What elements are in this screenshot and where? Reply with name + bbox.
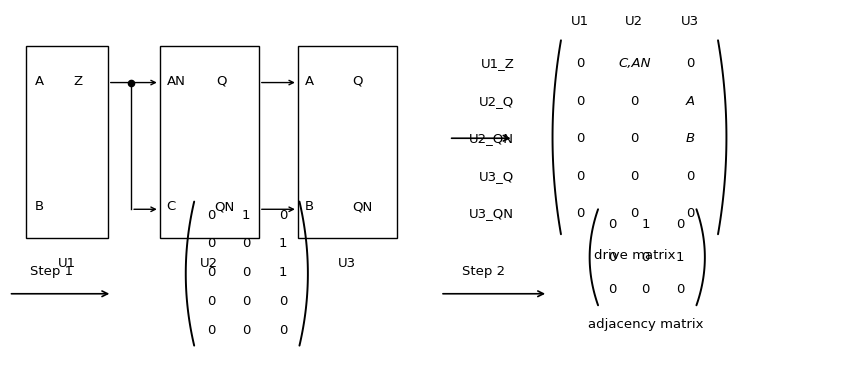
Text: 1: 1 (279, 266, 287, 279)
Text: 0: 0 (630, 132, 639, 145)
Text: U2_Q: U2_Q (479, 95, 514, 108)
Text: 0: 0 (279, 209, 287, 222)
Text: 0: 0 (242, 266, 250, 279)
Text: B: B (686, 132, 695, 145)
Text: Z: Z (73, 75, 83, 88)
Text: 0: 0 (207, 237, 216, 250)
Text: 0: 0 (279, 324, 287, 337)
Text: QN: QN (214, 200, 234, 213)
Text: 0: 0 (608, 218, 617, 231)
Text: Step 1: Step 1 (30, 265, 73, 278)
Text: B: B (305, 200, 314, 213)
Text: 0: 0 (207, 324, 216, 337)
Text: 0: 0 (676, 283, 684, 296)
Text: QN: QN (352, 200, 372, 213)
Text: 0: 0 (576, 95, 584, 108)
Text: 0: 0 (641, 283, 650, 296)
Text: U1_Z: U1_Z (481, 57, 514, 70)
Text: C: C (167, 200, 176, 213)
Text: U3_Q: U3_Q (479, 170, 514, 183)
Text: 0: 0 (641, 251, 650, 264)
FancyBboxPatch shape (26, 46, 108, 238)
Text: U3: U3 (681, 15, 700, 28)
Text: 0: 0 (576, 170, 584, 183)
Text: U2: U2 (625, 15, 644, 28)
Text: 1: 1 (242, 209, 250, 222)
Text: 0: 0 (608, 283, 617, 296)
Text: A: A (35, 75, 44, 88)
Text: 0: 0 (576, 132, 584, 145)
FancyBboxPatch shape (298, 46, 397, 238)
Text: 0: 0 (207, 209, 216, 222)
Text: U3: U3 (338, 257, 356, 270)
Text: 0: 0 (686, 57, 695, 70)
FancyBboxPatch shape (160, 46, 259, 238)
Text: adjacency matrix: adjacency matrix (588, 318, 703, 331)
Text: 1: 1 (279, 237, 287, 250)
Text: 0: 0 (676, 218, 684, 231)
Text: 0: 0 (242, 324, 250, 337)
Text: 0: 0 (207, 295, 216, 308)
Text: AN: AN (167, 75, 186, 88)
Text: Q: Q (352, 75, 362, 88)
Text: C,AN: C,AN (618, 57, 651, 70)
Text: A: A (686, 95, 695, 108)
Text: 0: 0 (242, 295, 250, 308)
Text: 1: 1 (641, 218, 650, 231)
Text: 0: 0 (576, 57, 584, 70)
Text: A: A (305, 75, 314, 88)
Text: U2: U2 (200, 257, 218, 270)
Text: 0: 0 (630, 95, 639, 108)
Text: B: B (35, 200, 44, 213)
Text: 0: 0 (630, 207, 639, 220)
Text: 0: 0 (686, 170, 695, 183)
Text: 0: 0 (608, 251, 617, 264)
Text: U1: U1 (570, 15, 589, 28)
Text: 0: 0 (686, 207, 695, 220)
Text: 0: 0 (576, 207, 584, 220)
Text: U1: U1 (58, 257, 76, 270)
Text: U2_QN: U2_QN (469, 132, 514, 145)
Text: Q: Q (216, 75, 226, 88)
Text: 0: 0 (279, 295, 287, 308)
Text: 0: 0 (242, 237, 250, 250)
Text: 0: 0 (630, 170, 639, 183)
Text: 0: 0 (207, 266, 216, 279)
Text: drive matrix: drive matrix (594, 249, 675, 262)
Text: Step 2: Step 2 (462, 265, 505, 278)
Text: U3_QN: U3_QN (469, 207, 514, 220)
Text: 1: 1 (676, 251, 684, 264)
